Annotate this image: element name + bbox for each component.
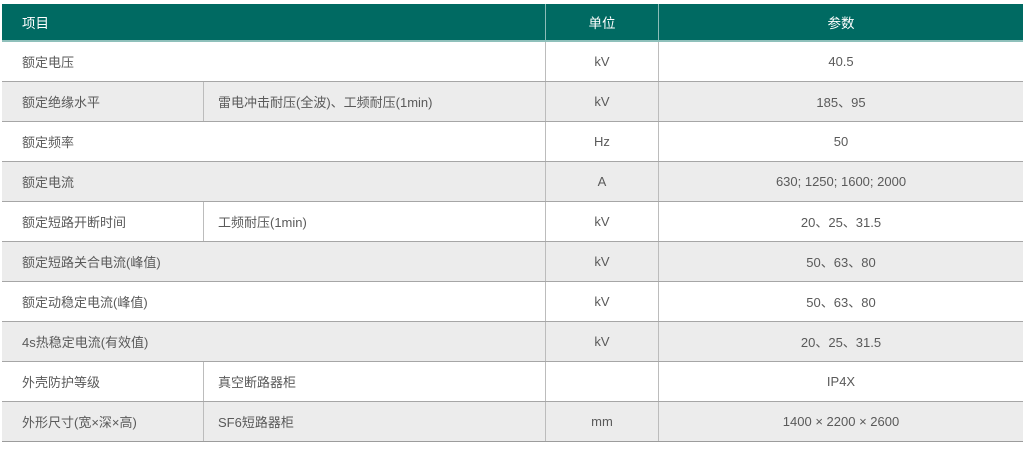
row-unit-cell: kV xyxy=(545,282,658,321)
row-param-cell: 50、63、80 xyxy=(658,242,1023,281)
row-unit-cell: Hz xyxy=(545,122,658,161)
row-sub-cell: SF6短路器柜 xyxy=(203,402,545,441)
header-unit: 单位 xyxy=(545,4,658,40)
table-row: 额定电流 A 630; 1250; 1600; 2000 xyxy=(2,161,1023,201)
table-row: 4s热稳定电流(有效值) kV 20、25、31.5 xyxy=(2,321,1023,361)
row-param-cell: 50、63、80 xyxy=(658,282,1023,321)
row-param-cell: IP4X xyxy=(658,362,1023,401)
table-row: 额定动稳定电流(峰值) kV 50、63、80 xyxy=(2,281,1023,321)
row-param-cell: 40.5 xyxy=(658,42,1023,81)
row-sub-cell: 雷电冲击耐压(全波)、工频耐压(1min) xyxy=(203,82,545,121)
row-param-cell: 20、25、31.5 xyxy=(658,202,1023,241)
row-param-cell: 185、95 xyxy=(658,82,1023,121)
table-row: 外壳防护等级 真空断路器柜 IP4X xyxy=(2,361,1023,401)
table-row: 额定短路开断时间 工频耐压(1min) kV 20、25、31.5 xyxy=(2,201,1023,241)
spec-table: 项目 单位 参数 额定电压 kV 40.5 额定绝缘水平 雷电冲击耐压(全波)、… xyxy=(2,4,1023,442)
row-unit-cell: A xyxy=(545,162,658,201)
table-row: 额定绝缘水平 雷电冲击耐压(全波)、工频耐压(1min) kV 185、95 xyxy=(2,81,1023,121)
row-param-cell: 1400 × 2200 × 2600 xyxy=(658,402,1023,441)
row-item-cell: 额定电压 xyxy=(22,55,75,70)
row-item-cell: 额定短路关合电流(峰值) xyxy=(22,255,161,270)
row-unit-cell: kV xyxy=(545,42,658,81)
row-item-cell: 额定绝缘水平 xyxy=(22,95,101,110)
table-row: 外形尺寸(宽×深×高) SF6短路器柜 mm 1400 × 2200 × 260… xyxy=(2,401,1023,441)
row-item-cell: 额定动稳定电流(峰值) xyxy=(22,295,148,310)
row-item-cell: 额定短路开断时间 xyxy=(22,215,127,230)
row-unit-cell: kV xyxy=(545,202,658,241)
table-row: 额定短路关合电流(峰值) kV 50、63、80 xyxy=(2,241,1023,281)
table-row: 额定电压 kV 40.5 xyxy=(2,42,1023,81)
row-unit-cell: mm xyxy=(545,402,658,441)
row-unit-cell: kV xyxy=(545,82,658,121)
header-param: 参数 xyxy=(658,4,1023,40)
header-item: 项目 xyxy=(22,16,49,31)
row-item-cell: 外形尺寸(宽×深×高) xyxy=(22,415,137,430)
row-unit-cell xyxy=(545,362,658,401)
row-unit-cell: kV xyxy=(545,322,658,361)
row-unit-cell: kV xyxy=(545,242,658,281)
row-sub-cell: 真空断路器柜 xyxy=(203,362,545,401)
row-param-cell: 20、25、31.5 xyxy=(658,322,1023,361)
row-item-cell: 额定频率 xyxy=(22,135,75,150)
table-row: 额定频率 Hz 50 xyxy=(2,121,1023,161)
row-param-cell: 630; 1250; 1600; 2000 xyxy=(658,162,1023,201)
row-item-cell: 4s热稳定电流(有效值) xyxy=(22,335,149,350)
row-sub-cell: 工频耐压(1min) xyxy=(203,202,545,241)
row-item-cell: 外壳防护等级 xyxy=(22,375,101,390)
table-header-row: 项目 单位 参数 xyxy=(2,4,1023,42)
row-param-cell: 50 xyxy=(658,122,1023,161)
row-item-cell: 额定电流 xyxy=(22,175,75,190)
